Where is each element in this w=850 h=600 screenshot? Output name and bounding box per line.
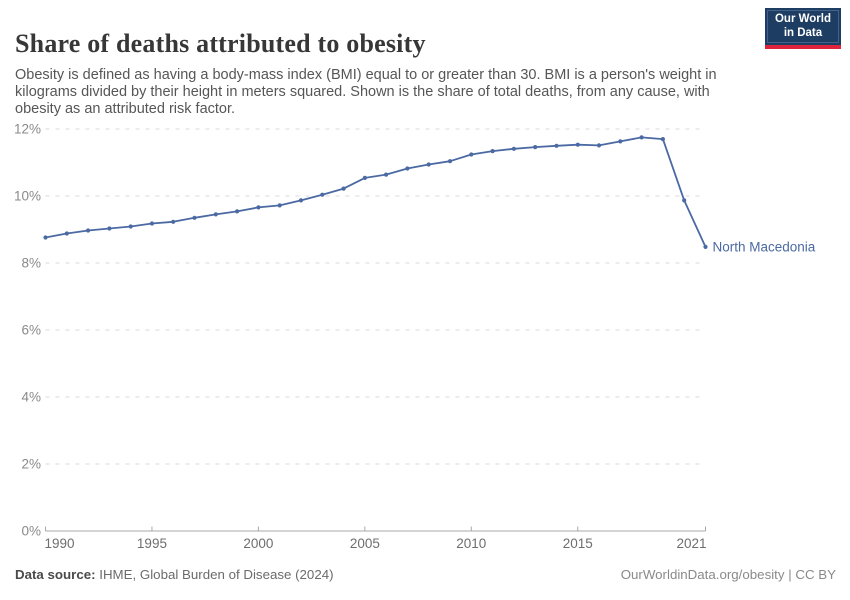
page-title: Share of deaths attributed to obesity bbox=[15, 29, 426, 59]
data-point[interactable] bbox=[639, 135, 644, 140]
data-point[interactable] bbox=[43, 235, 48, 240]
data-point[interactable] bbox=[362, 175, 367, 180]
data-point[interactable] bbox=[192, 215, 197, 220]
data-point[interactable] bbox=[533, 145, 538, 150]
data-point[interactable] bbox=[447, 159, 453, 164]
data-point[interactable] bbox=[703, 244, 708, 249]
data-point[interactable] bbox=[256, 205, 261, 210]
data-point[interactable] bbox=[554, 143, 559, 148]
y-axis-tick-label: 2% bbox=[21, 457, 41, 472]
data-point[interactable] bbox=[171, 219, 176, 224]
data-point[interactable] bbox=[107, 226, 112, 231]
data-point[interactable] bbox=[298, 198, 304, 203]
data-source: Data source: IHME, Global Burden of Dise… bbox=[15, 567, 334, 582]
data-point[interactable] bbox=[660, 137, 666, 142]
logo-line2: in Data bbox=[783, 26, 823, 39]
y-axis-tick-label: 12% bbox=[14, 122, 41, 137]
x-axis-tick-label: 2010 bbox=[456, 536, 486, 551]
y-axis-tick-label: 6% bbox=[21, 323, 41, 338]
data-point[interactable] bbox=[575, 142, 580, 147]
y-axis-tick-label: 4% bbox=[21, 390, 41, 405]
logo-line1: Our World bbox=[774, 13, 831, 25]
y-axis-tick-label: 0% bbox=[21, 524, 41, 539]
data-point[interactable] bbox=[128, 224, 133, 229]
data-point[interactable] bbox=[277, 203, 282, 208]
x-axis-tick-label: 2005 bbox=[350, 536, 380, 551]
data-point[interactable] bbox=[682, 198, 687, 203]
data-point[interactable] bbox=[384, 172, 389, 177]
chart-subtitle: Obesity is defined as having a body-mass… bbox=[15, 66, 717, 118]
data-source-text: IHME, Global Burden of Disease (2024) bbox=[95, 567, 334, 582]
chart-footer: Data source: IHME, Global Burden of Dise… bbox=[15, 567, 836, 582]
y-axis-tick-label: 8% bbox=[21, 256, 41, 271]
data-point[interactable] bbox=[235, 209, 240, 214]
series-line-north-macedonia[interactable] bbox=[44, 136, 707, 248]
data-point[interactable] bbox=[320, 192, 325, 197]
x-axis-tick-label: 2021 bbox=[676, 536, 706, 551]
x-axis-tick-label: 1995 bbox=[137, 536, 167, 551]
data-source-label: Data source: bbox=[15, 567, 96, 582]
x-axis-tick-label: 1990 bbox=[45, 536, 75, 551]
series-end-label[interactable]: North Macedonia bbox=[713, 239, 816, 254]
data-point[interactable] bbox=[64, 231, 69, 236]
data-point[interactable] bbox=[213, 212, 218, 217]
y-axis-tick-label: 10% bbox=[14, 189, 41, 204]
data-point[interactable] bbox=[618, 139, 623, 144]
data-point[interactable] bbox=[149, 221, 155, 226]
data-point[interactable] bbox=[426, 162, 431, 167]
license-link[interactable]: OurWorldinData.org/obesity | CC BY bbox=[620, 567, 836, 582]
data-point[interactable] bbox=[511, 146, 516, 151]
data-point[interactable] bbox=[490, 149, 495, 154]
x-axis-tick-label: 2015 bbox=[563, 536, 593, 551]
data-point[interactable] bbox=[405, 166, 410, 171]
data-point[interactable] bbox=[596, 143, 602, 148]
owid-logo[interactable]: Our World in Data bbox=[764, 8, 841, 49]
data-point[interactable] bbox=[469, 152, 474, 157]
data-point[interactable] bbox=[341, 186, 346, 191]
x-axis-tick-label: 2000 bbox=[243, 536, 273, 551]
data-point[interactable] bbox=[86, 228, 91, 233]
